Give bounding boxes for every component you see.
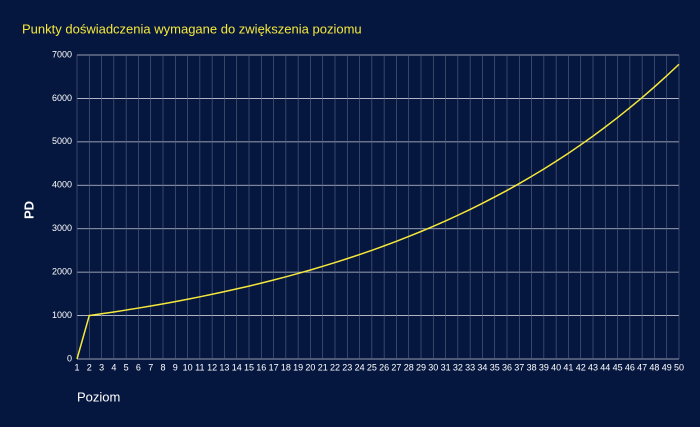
- x-tick-label: 48: [649, 362, 659, 372]
- x-tick-label: 40: [551, 362, 561, 372]
- y-tick-label: 7000: [52, 49, 72, 59]
- y-axis-label: PD: [21, 201, 36, 219]
- x-tick-label: 23: [342, 362, 352, 372]
- x-tick-label: 39: [539, 362, 549, 372]
- line-series: [76, 63, 680, 360]
- x-tick-label: 12: [207, 362, 217, 372]
- y-tick-label: 0: [67, 353, 72, 363]
- x-tick-label: 32: [453, 362, 463, 372]
- chart-title: Punkty doświadczenia wymagane do zwiększ…: [22, 21, 362, 36]
- x-tick-label: 26: [379, 362, 389, 372]
- x-tick-label: 25: [367, 362, 377, 372]
- x-tick-label: 8: [160, 362, 165, 372]
- x-tick-label: 15: [244, 362, 254, 372]
- x-tick-label: 31: [441, 362, 451, 372]
- x-tick-label: 43: [588, 362, 598, 372]
- x-tick-label: 47: [637, 362, 647, 372]
- y-tick-label: 5000: [52, 136, 72, 146]
- x-tick-label: 14: [232, 362, 242, 372]
- x-tick-label: 2: [87, 362, 92, 372]
- x-tick-label: 3: [99, 362, 104, 372]
- x-tick-label: 9: [173, 362, 178, 372]
- x-tick-label: 11: [195, 362, 204, 372]
- x-tick-label: 50: [674, 362, 684, 372]
- x-tick-label: 34: [477, 362, 487, 372]
- x-tick-label: 18: [281, 362, 291, 372]
- x-tick-label: 37: [514, 362, 524, 372]
- x-tick-label: 41: [563, 362, 573, 372]
- x-tick-label: 16: [256, 362, 266, 372]
- x-tick-label: 7: [148, 362, 153, 372]
- x-tick-label: 36: [502, 362, 512, 372]
- x-tick-label: 4: [111, 362, 116, 372]
- x-tick-label: 20: [305, 362, 315, 372]
- x-tick-label: 49: [662, 362, 672, 372]
- x-tick-label: 28: [404, 362, 414, 372]
- x-axis-label: Poziom: [77, 389, 120, 404]
- x-tick-label: 22: [330, 362, 340, 372]
- x-tick-label: 13: [219, 362, 229, 372]
- x-tick-label: 33: [465, 362, 475, 372]
- x-tick-label: 46: [625, 362, 635, 372]
- x-tick-label: 24: [355, 362, 365, 372]
- y-tick-label: 3000: [52, 223, 72, 233]
- x-tick-label: 6: [136, 362, 141, 372]
- x-tick-label: 21: [318, 362, 328, 372]
- x-tick-label: 29: [416, 362, 426, 372]
- x-tick-label: 35: [490, 362, 500, 372]
- y-tick-label: 6000: [52, 93, 72, 103]
- x-tick-label: 10: [183, 362, 193, 372]
- x-tick-label: 30: [428, 362, 438, 372]
- y-tick-label: 1000: [52, 310, 72, 320]
- x-tick-label: 44: [600, 362, 610, 372]
- x-tick-label: 1: [74, 362, 79, 372]
- x-tick-label: 42: [576, 362, 586, 372]
- x-tick-label: 19: [293, 362, 303, 372]
- x-tick-label: 27: [391, 362, 401, 372]
- x-tick-label: 17: [269, 362, 279, 372]
- y-tick-label: 4000: [52, 180, 72, 190]
- x-tick-label: 45: [613, 362, 623, 372]
- x-tick-label: 5: [124, 362, 129, 372]
- x-tick-label: 38: [527, 362, 537, 372]
- y-tick-label: 2000: [52, 267, 72, 277]
